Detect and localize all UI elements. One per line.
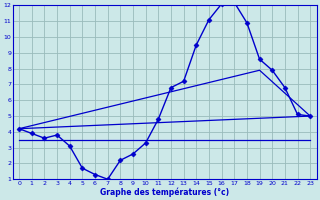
X-axis label: Graphe des températures (°c): Graphe des températures (°c) — [100, 187, 229, 197]
